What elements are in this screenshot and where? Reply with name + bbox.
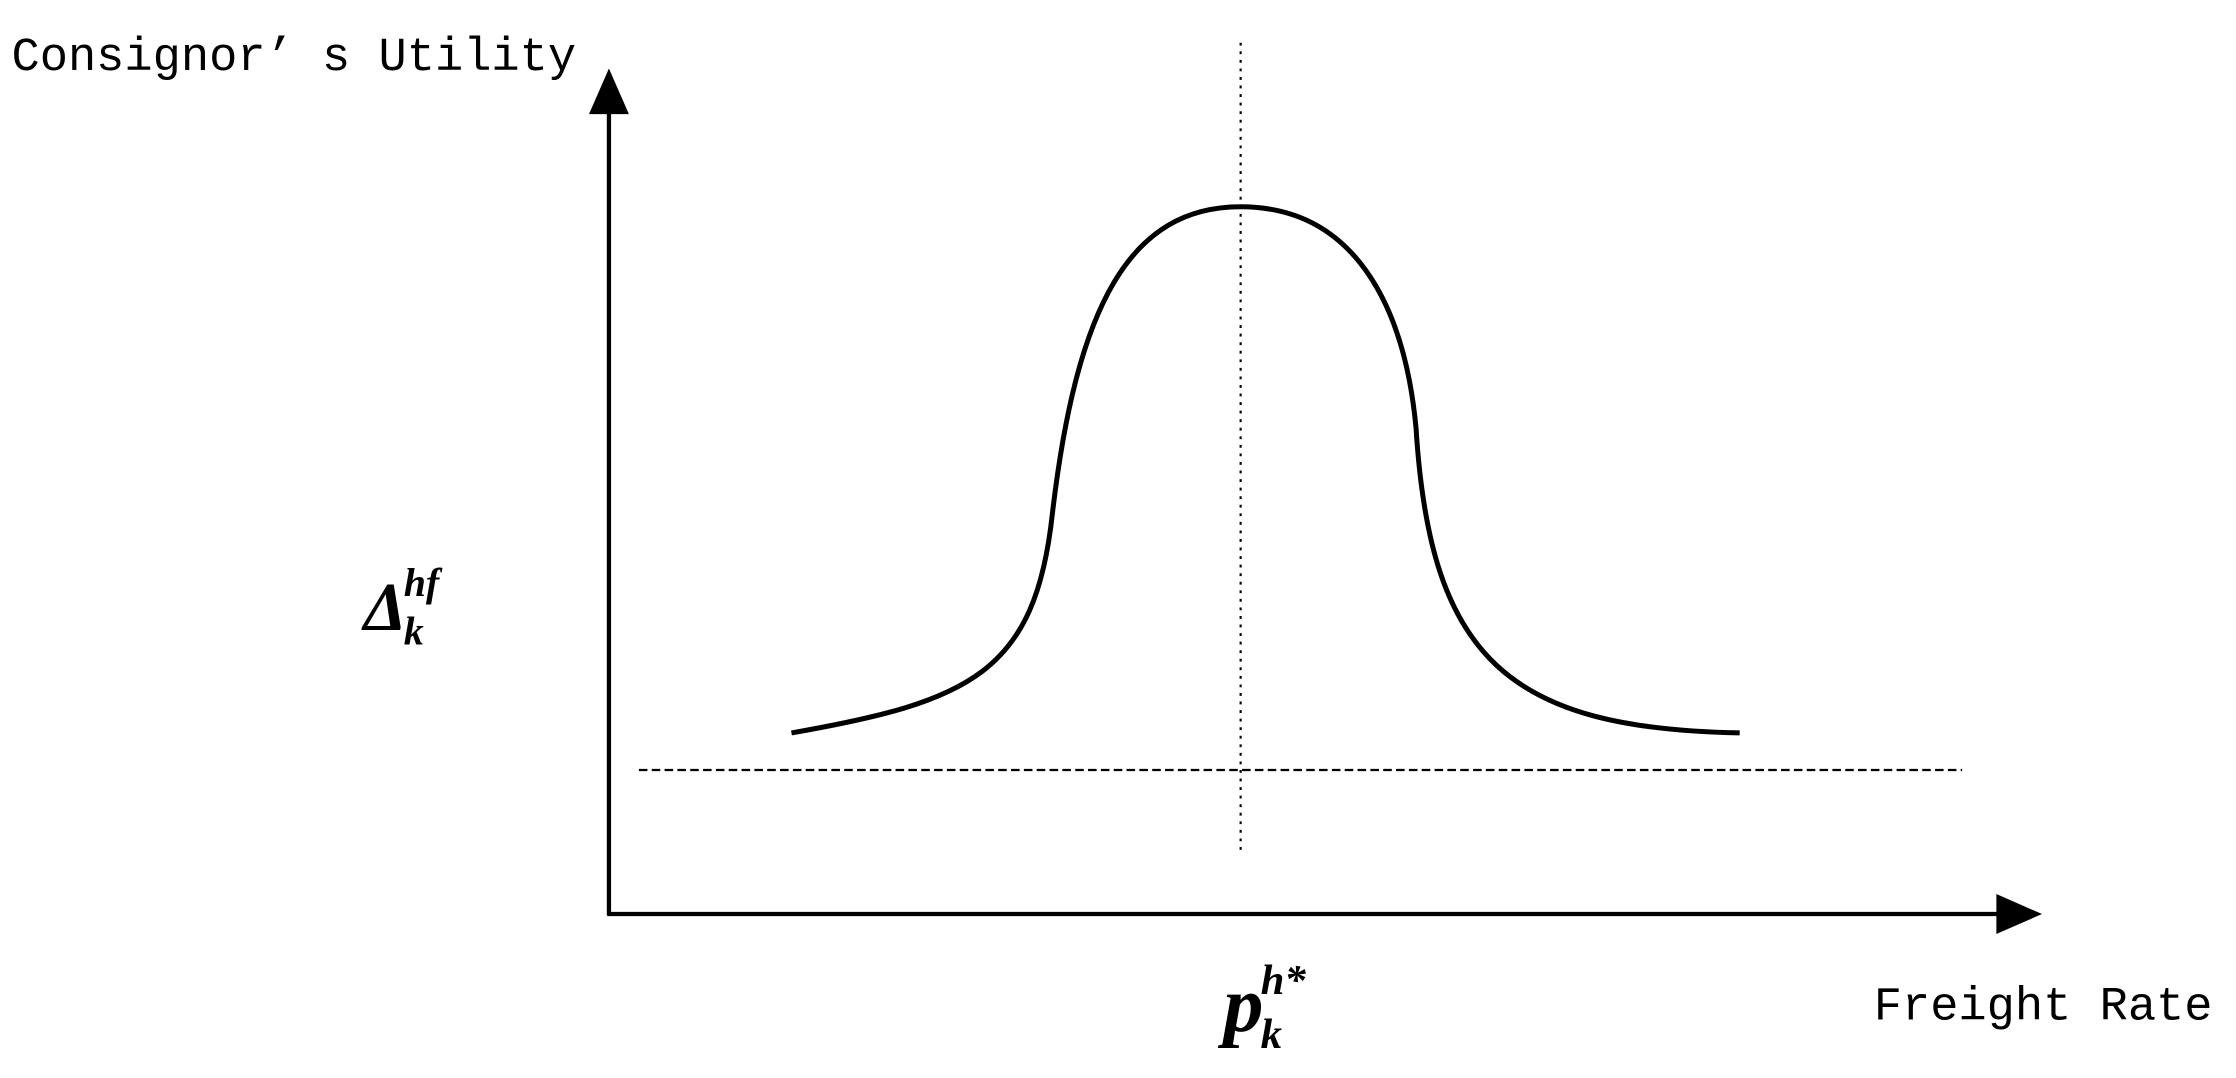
price-label: pk h* xyxy=(1218,957,1307,1058)
price-base: p xyxy=(1218,961,1264,1049)
y-axis-label: Consignor’ s Utility xyxy=(11,32,576,85)
x-axis-label: Freight Rate xyxy=(1874,982,2213,1035)
price-subscript: k xyxy=(1261,1011,1283,1058)
x-axis-arrow xyxy=(1996,894,2042,934)
y-axis-arrow xyxy=(588,68,629,115)
delta-subscript: k xyxy=(404,609,424,654)
delta-superscript: hf xyxy=(404,560,443,605)
price-superscript: h* xyxy=(1261,957,1307,1004)
utility-curve xyxy=(791,204,1740,736)
delta-base: Δ xyxy=(361,569,407,645)
delta-label: Δkhf xyxy=(361,560,443,653)
